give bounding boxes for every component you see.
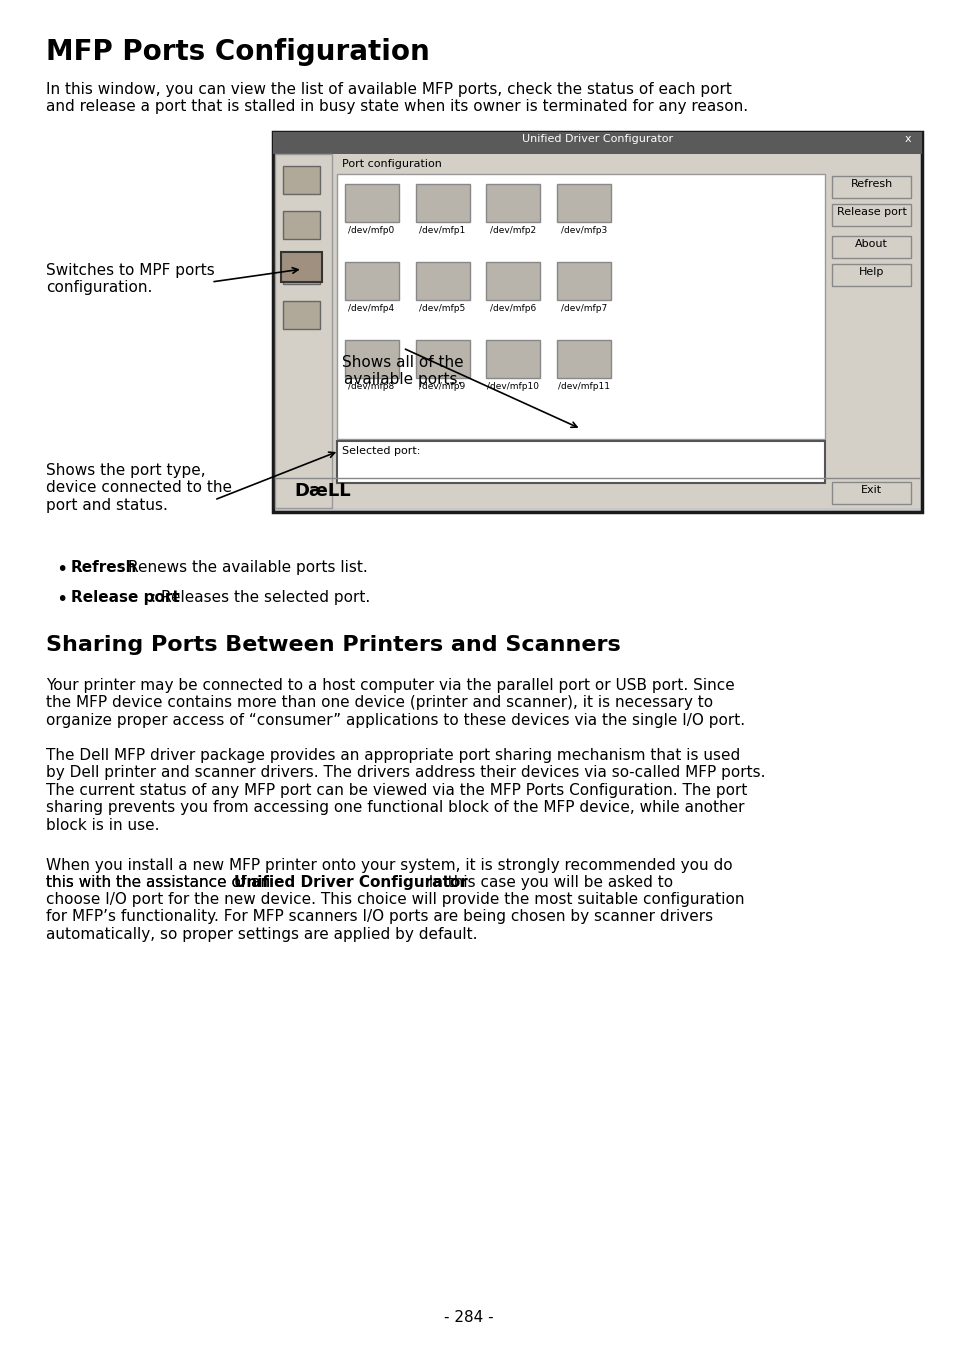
Bar [557, 339, 611, 379]
Bar [273, 132, 921, 512]
Bar [274, 154, 919, 508]
Bar [831, 264, 910, 287]
Bar [281, 251, 322, 283]
Bar [486, 184, 540, 222]
Bar [416, 339, 469, 379]
Text: About: About [854, 239, 887, 249]
Text: DæLL: DæLL [294, 483, 351, 500]
Bar [831, 204, 910, 226]
Text: Selected port:: Selected port: [341, 446, 420, 456]
Text: When you install a new MFP printer onto your system, it is strongly recommended : When you install a new MFP printer onto … [46, 859, 732, 891]
Text: choose I/O port for the new device. This choice will provide the most suitable c: choose I/O port for the new device. This… [46, 892, 744, 942]
Text: Sharing Ports Between Printers and Scanners: Sharing Ports Between Printers and Scann… [46, 635, 620, 654]
Text: /dev/mfp0: /dev/mfp0 [348, 226, 395, 235]
Text: /dev/mfp7: /dev/mfp7 [560, 304, 606, 314]
Text: : Renews the available ports list.: : Renews the available ports list. [117, 560, 367, 575]
Bar [416, 184, 469, 222]
Bar [283, 211, 320, 239]
Bar [336, 441, 824, 483]
Text: Release port: Release port [836, 207, 905, 218]
Text: /dev/mfp1: /dev/mfp1 [418, 226, 465, 235]
Text: /dev/mfp11: /dev/mfp11 [558, 383, 609, 391]
Text: /dev/mfp3: /dev/mfp3 [560, 226, 606, 235]
Text: /dev/mfp8: /dev/mfp8 [348, 383, 395, 391]
Text: Shows all of the
available ports.: Shows all of the available ports. [342, 356, 463, 388]
Text: Refresh: Refresh [849, 178, 892, 189]
Text: •: • [56, 589, 68, 608]
Text: Refresh: Refresh [71, 560, 137, 575]
Text: : Releases the selected port.: : Releases the selected port. [151, 589, 370, 604]
Text: Unified Driver Configurator: Unified Driver Configurator [521, 134, 672, 145]
Bar [283, 301, 320, 329]
Text: Shows the port type,
device connected to the
port and status.: Shows the port type, device connected to… [46, 462, 232, 512]
Bar [416, 262, 469, 300]
Bar [273, 132, 921, 154]
Text: Your printer may be connected to a host computer via the parallel port or USB po: Your printer may be connected to a host … [46, 677, 744, 727]
Text: - 284 -: - 284 - [443, 1310, 493, 1325]
Text: Help: Help [858, 266, 883, 277]
Text: this with the assistance of an: this with the assistance of an [46, 875, 274, 890]
Text: The Dell MFP driver package provides an appropriate port sharing mechanism that : The Dell MFP driver package provides an … [46, 748, 765, 833]
Bar [831, 237, 910, 258]
Text: Port configuration: Port configuration [341, 160, 441, 169]
Bar [486, 262, 540, 300]
Bar [336, 174, 824, 439]
Text: /dev/mfp5: /dev/mfp5 [418, 304, 465, 314]
Bar [345, 262, 398, 300]
Text: . In this case you will be asked to: . In this case you will be asked to [418, 875, 673, 890]
Text: /dev/mfp6: /dev/mfp6 [489, 304, 536, 314]
Bar [831, 176, 910, 197]
Text: /dev/mfp4: /dev/mfp4 [348, 304, 395, 314]
Bar [831, 483, 910, 504]
Text: In this window, you can view the list of available MFP ports, check the status o: In this window, you can view the list of… [46, 82, 747, 115]
Bar [345, 184, 398, 222]
Bar [557, 184, 611, 222]
Text: /dev/mfp10: /dev/mfp10 [486, 383, 538, 391]
Text: MFP Ports Configuration: MFP Ports Configuration [46, 38, 430, 66]
Bar [557, 262, 611, 300]
Text: •: • [56, 560, 68, 579]
Text: Unified Driver Configurator: Unified Driver Configurator [233, 875, 467, 890]
Bar [486, 339, 540, 379]
Bar [283, 256, 320, 284]
Bar [274, 154, 332, 508]
Bar [283, 166, 320, 193]
Text: Release port: Release port [71, 589, 179, 604]
Text: /dev/mfp2: /dev/mfp2 [489, 226, 536, 235]
Bar [345, 339, 398, 379]
Text: x: x [903, 134, 910, 145]
Text: Switches to MPF ports
configuration.: Switches to MPF ports configuration. [46, 264, 214, 295]
Text: /dev/mfp9: /dev/mfp9 [418, 383, 465, 391]
Text: Exit: Exit [861, 485, 882, 495]
